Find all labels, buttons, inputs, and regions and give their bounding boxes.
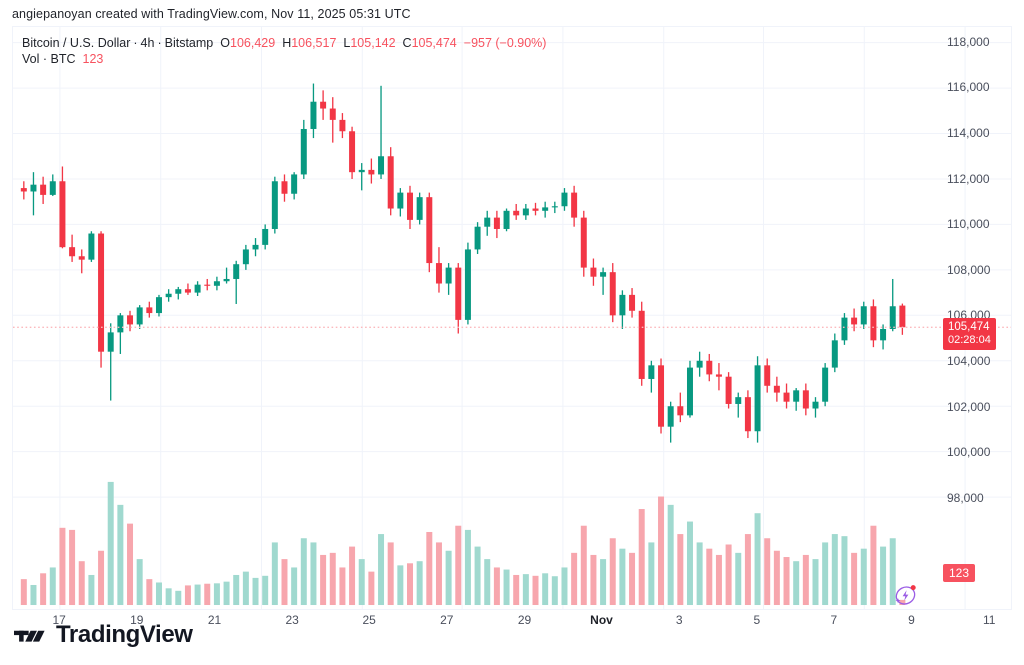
candle-countdown: 02:28:04 xyxy=(948,334,991,347)
time-axis-tick: 3 xyxy=(675,613,683,627)
time-axis-tick: 19 xyxy=(130,613,144,627)
time-axis-tick: Nov xyxy=(590,613,613,627)
price-axis-tick: 108,000 xyxy=(947,262,991,277)
time-axis-tick: 27 xyxy=(440,613,454,627)
time-axis-tick: 5 xyxy=(753,613,761,627)
candlestick-series xyxy=(13,27,1011,609)
price-axis[interactable]: 118,000 116,000 114,000 112,000 110,000 108,0… xyxy=(940,26,1012,610)
time-axis-tick: 23 xyxy=(285,613,299,627)
current-price-value: 105,474 xyxy=(948,321,990,334)
current-price-badge[interactable]: 105,474 02:28:04 xyxy=(943,318,996,351)
price-line-overlay xyxy=(13,27,1011,609)
time-axis-tick: 11 xyxy=(982,613,996,627)
price-axis-tick: 112,000 xyxy=(947,171,990,186)
ai-spark-button[interactable] xyxy=(892,582,918,608)
price-axis-tick: 100,000 xyxy=(947,445,991,460)
price-axis-tick: 118,000 xyxy=(947,34,990,49)
price-axis-tick: 98,000 xyxy=(947,490,984,505)
attribution-text: angiepanoyan created with TradingView.co… xyxy=(12,7,411,21)
price-axis-tick: 114,000 xyxy=(947,125,990,140)
time-axis-tick: 25 xyxy=(362,613,376,627)
ai-spark-lightning-icon xyxy=(895,585,916,605)
tradingview-footer-logo: TradingView xyxy=(14,623,193,647)
price-axis-tick: 102,000 xyxy=(947,399,991,414)
time-axis[interactable]: 17 19 21 23 25 27 29 Nov 3 5 7 9 11 xyxy=(12,610,1012,632)
current-volume-badge[interactable]: 123 xyxy=(943,564,976,582)
price-axis-tick: 104,000 xyxy=(947,353,991,368)
time-axis-tick: 7 xyxy=(830,613,838,627)
price-axis-tick: 116,000 xyxy=(947,80,990,95)
chart-gridlines xyxy=(13,27,1011,609)
time-axis-tick: 29 xyxy=(517,613,532,627)
time-axis-tick: 21 xyxy=(207,613,222,627)
tradingview-wordmark: TradingView xyxy=(56,621,193,648)
time-axis-tick: 17 xyxy=(52,613,66,627)
tradingview-logo-icon xyxy=(14,630,45,642)
price-axis-tick: 110,000 xyxy=(947,217,990,232)
time-axis-tick: 9 xyxy=(908,613,915,627)
